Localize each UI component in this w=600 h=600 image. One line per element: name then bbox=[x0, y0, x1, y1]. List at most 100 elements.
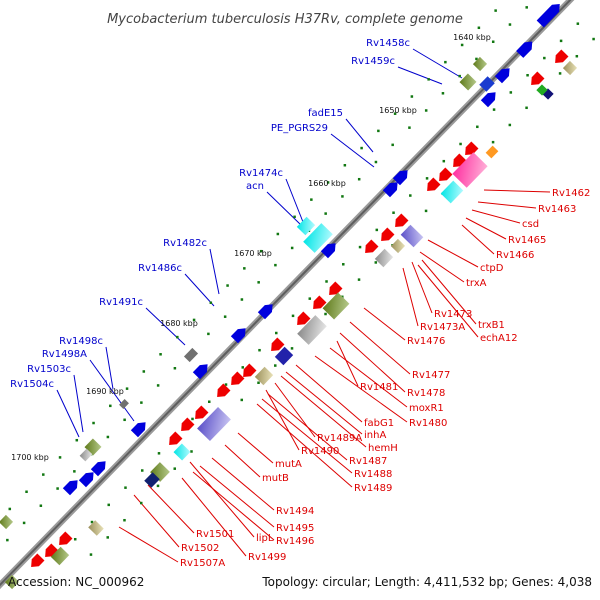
gene-label-rv1496[interactable]: Rv1496 bbox=[276, 536, 314, 547]
gene-label-rv1473a[interactable]: Rv1473A bbox=[420, 322, 465, 333]
gene-label-rv1498a[interactable]: Rv1498A bbox=[42, 349, 87, 360]
gene-arrow-reverse bbox=[169, 431, 183, 446]
tick-mark bbox=[575, 54, 579, 58]
gene-arrow-forward bbox=[192, 364, 208, 380]
gene-label-rv1487[interactable]: Rv1487 bbox=[349, 456, 387, 467]
gene-label-rv1462[interactable]: Rv1462 bbox=[552, 188, 590, 199]
leader-rv1487 bbox=[267, 393, 348, 461]
gene-arrow-reverse bbox=[31, 553, 45, 568]
gene-arrow-reverse bbox=[365, 239, 379, 254]
leader-rv1495 bbox=[199, 465, 275, 528]
tick-mark bbox=[409, 194, 412, 197]
leader-rv1459c bbox=[397, 66, 443, 85]
gene-label-rv1477[interactable]: Rv1477 bbox=[412, 370, 450, 381]
gene-label-rv1489a[interactable]: Rv1489A bbox=[317, 433, 362, 444]
tick-mark bbox=[176, 335, 179, 339]
tick-mark bbox=[592, 37, 595, 41]
gene-label-fade15[interactable]: fadE15 bbox=[308, 108, 343, 119]
gene-label-rv1494[interactable]: Rv1494 bbox=[276, 506, 314, 517]
gene-label-rv1474c[interactable]: Rv1474c bbox=[239, 168, 283, 179]
gene-label-rv1490[interactable]: Rv1490 bbox=[301, 446, 339, 457]
gene-label-rv1473[interactable]: Rv1473 bbox=[434, 309, 472, 320]
leader-rv1489 bbox=[256, 403, 353, 488]
tick-mark bbox=[190, 450, 193, 453]
tick-mark bbox=[326, 181, 330, 184]
gene-label-rv1498c[interactable]: Rv1498c bbox=[59, 336, 103, 347]
gene-label-rv1478[interactable]: Rv1478 bbox=[407, 388, 445, 399]
gene-label-rv1482c[interactable]: Rv1482c bbox=[163, 238, 207, 249]
gene-label-rv1504c[interactable]: Rv1504c bbox=[10, 379, 54, 390]
gene-label-echa12[interactable]: echA12 bbox=[480, 333, 518, 344]
gene-label-fabg1[interactable]: fabG1 bbox=[364, 418, 394, 429]
gene-label-rv1489[interactable]: Rv1489 bbox=[354, 483, 392, 494]
tick-mark bbox=[460, 43, 464, 47]
gene-label-lipl[interactable]: lipL bbox=[256, 533, 274, 544]
gene-label-rv1463[interactable]: Rv1463 bbox=[538, 204, 576, 215]
tick-mark bbox=[156, 484, 160, 488]
tick-mark bbox=[90, 520, 94, 524]
tick-mark bbox=[408, 126, 411, 129]
gene-label-rv1480[interactable]: Rv1480 bbox=[409, 418, 447, 429]
gene-arrow-reverse bbox=[271, 337, 285, 352]
gene-label-csd[interactable]: csd bbox=[522, 219, 539, 230]
gene-label-pe-pgrs29[interactable]: PE_PGRS29 bbox=[271, 123, 328, 134]
tick-mark bbox=[207, 332, 210, 336]
gene-arrow-forward bbox=[382, 182, 398, 198]
tick-mark bbox=[259, 249, 263, 253]
tick-mark bbox=[89, 553, 93, 556]
gene-arrow-reverse bbox=[465, 141, 479, 156]
gene-label-rv1459c[interactable]: Rv1459c bbox=[351, 56, 395, 67]
gene-label-rv1488[interactable]: Rv1488 bbox=[354, 469, 392, 480]
tick-mark bbox=[424, 109, 428, 112]
leader-rv1498c bbox=[105, 346, 114, 390]
genome-backbone bbox=[0, 0, 575, 590]
gene-label-rv1476[interactable]: Rv1476 bbox=[407, 336, 445, 347]
gene-label-rv1481[interactable]: Rv1481 bbox=[360, 382, 398, 393]
gene-label-rv1502[interactable]: Rv1502 bbox=[181, 543, 219, 554]
gene-label-hemh[interactable]: hemH bbox=[368, 443, 398, 454]
gene-label-acn[interactable]: acn bbox=[246, 181, 264, 192]
gene-label-rv1507a[interactable]: Rv1507A bbox=[180, 558, 225, 569]
gene-label-trxb1[interactable]: trxB1 bbox=[478, 320, 505, 331]
tick-mark bbox=[341, 195, 344, 198]
tick-mark bbox=[42, 473, 45, 476]
tick-mark bbox=[142, 370, 146, 373]
tick-mark bbox=[492, 108, 496, 111]
gene-label-rv1466[interactable]: Rv1466 bbox=[496, 250, 534, 261]
gene-label-inha[interactable]: inhA bbox=[364, 430, 386, 441]
gene-label-rv1465[interactable]: Rv1465 bbox=[508, 235, 546, 246]
leader-rv1490 bbox=[265, 389, 300, 451]
gene-label-moxr1[interactable]: moxR1 bbox=[409, 403, 444, 414]
gene-label-rv1486c[interactable]: Rv1486c bbox=[138, 263, 182, 274]
gene-label-rv1458c[interactable]: Rv1458c bbox=[366, 38, 410, 49]
gene-block bbox=[297, 315, 327, 345]
genome-backbone-core bbox=[0, 0, 572, 587]
leader-rv1503c bbox=[73, 374, 84, 433]
gene-block bbox=[472, 56, 488, 72]
leader-pe-pgrs29 bbox=[330, 133, 375, 168]
gene-label-rv1499[interactable]: Rv1499 bbox=[248, 552, 286, 563]
gene-block bbox=[183, 347, 199, 363]
leader-rv1478 bbox=[339, 332, 406, 393]
map-title: Mycobacterium tuberculosis H37Rv, comple… bbox=[107, 12, 463, 27]
gene-label-rv1501[interactable]: Rv1501 bbox=[196, 529, 234, 540]
gene-label-mutb[interactable]: mutB bbox=[262, 473, 289, 484]
gene-block bbox=[322, 292, 350, 320]
leader-muta bbox=[237, 432, 274, 464]
gene-label-rv1491c[interactable]: Rv1491c bbox=[99, 297, 143, 308]
leader-rv1474c bbox=[285, 178, 304, 223]
gene-label-ctpd[interactable]: ctpD bbox=[480, 263, 504, 274]
tick-mark bbox=[274, 263, 277, 267]
gene-block bbox=[296, 216, 316, 236]
tick-mark bbox=[558, 72, 562, 75]
leader-rv1466 bbox=[461, 224, 495, 255]
gene-arrow-reverse bbox=[329, 281, 343, 296]
gene-label-rv1503c[interactable]: Rv1503c bbox=[27, 364, 71, 375]
gene-block bbox=[390, 238, 406, 254]
tick-mark bbox=[223, 315, 227, 318]
gene-arrow-forward bbox=[230, 328, 246, 344]
gene-label-trxa[interactable]: trxA bbox=[466, 278, 487, 289]
gene-label-rv1495[interactable]: Rv1495 bbox=[276, 523, 314, 534]
gene-label-muta[interactable]: mutA bbox=[275, 459, 302, 470]
gene-arrow-reverse bbox=[231, 371, 245, 386]
